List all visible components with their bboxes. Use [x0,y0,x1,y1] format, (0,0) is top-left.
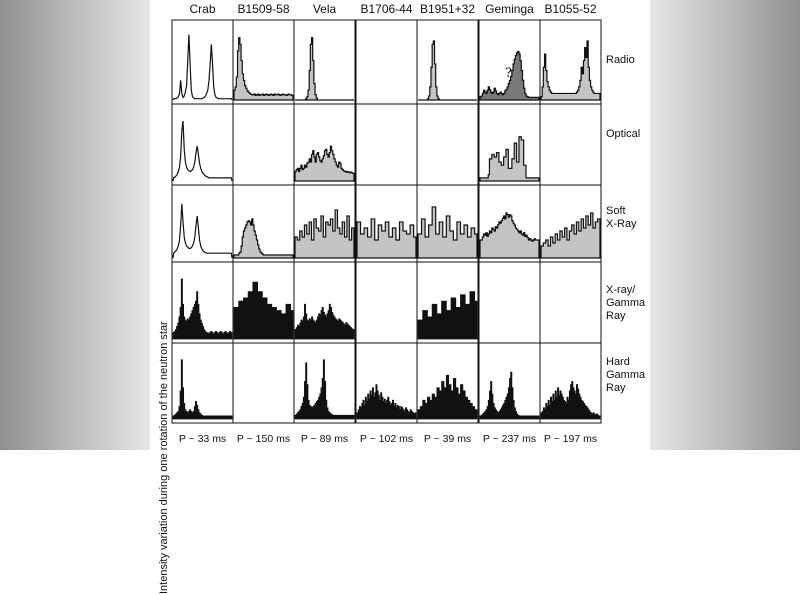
pulsar-profile-figure: Intensity variation during one rotation … [150,0,650,594]
row-label-line: X-Ray [606,218,637,230]
panel-3-3 [355,261,418,344]
row-label-line: Gamma [606,369,646,381]
period-label: P ~ 89 ms [300,433,349,445]
column-label-b1951-32: B1951+32 [419,2,476,16]
column-label-b1055-52: B1055-52 [544,2,597,16]
period-label: P ~ 197 ms [543,433,598,445]
panel-3-5 [478,261,541,344]
profile-hard-gamma-ray-crab [172,359,233,420]
panel-0-3 [355,19,418,105]
uncertain-mark: ? [505,66,512,81]
column-label-crab: Crab [189,2,216,16]
period-label: P ~ 39 ms [423,433,472,445]
row-label-line: Radio [606,54,635,66]
profile-hard-gamma-ray-b1706-44 [356,384,417,420]
profile-soft-x-ray-b1055-52 [540,212,601,259]
period-label: P ~ 102 ms [359,433,414,445]
row-label-line: Soft [606,205,626,217]
profile-radio-b1951-32 [418,40,477,101]
row-label-3: X-ray/Gamma Ray [606,284,645,323]
panel-1-6 [539,103,602,186]
row-label-line: Ray [606,310,626,322]
panel-0-4 [416,19,479,105]
period-label: P ~ 150 ms [236,433,291,445]
profile-hard-gamma-ray-b1055-52 [540,381,601,420]
profile-soft-x-ray-crab [172,203,233,259]
row-label-line: Optical [606,128,641,140]
profile-hard-gamma-ray-b1951-32 [417,374,478,420]
row-label-line: Gamma [606,297,646,309]
profile-grid: ? [171,19,602,424]
row-label-2: Soft X-Ray [606,205,637,231]
profile-hard-gamma-ray-geminga [479,371,540,420]
row-label-0: Radio [606,54,635,67]
column-label-b1509-58: B1509-58 [237,2,290,16]
left-background [0,0,150,450]
panel-1-1 [232,103,295,186]
panel-4-1 [232,342,295,424]
profile-x-ray-gamma-ray-vela [294,303,355,340]
column-label-b1706-44: B1706-44 [360,2,413,16]
row-label-1: Optical [606,128,640,141]
profile-radio-vela [295,37,354,101]
row-label-4: Hard Gamma Ray [606,356,645,395]
panel-0-2 [293,19,356,105]
profile-soft-x-ray-vela [294,209,355,259]
profile-optical-geminga [479,136,540,182]
profile-soft-x-ray-b1509-58 [233,218,294,259]
profile-radio-b1055-52 [540,40,601,101]
period-label: P ~ 237 ms [482,433,537,445]
profile-radio-crab [172,34,233,101]
profile-soft-x-ray-geminga [479,212,540,259]
profile-hard-gamma-ray-vela [294,359,355,420]
period-label: P ~ 33 ms [178,433,227,445]
panel-1-3 [355,103,418,186]
right-background [650,0,800,450]
profile-optical-crab [172,120,233,182]
column-label-vela: Vela [312,2,337,16]
row-label-line: X-ray/ [606,284,636,296]
profile-radio-geminga [479,50,540,101]
profile-x-ray-gamma-ray-b1509-58 [233,281,294,340]
panel-3-6 [539,261,602,344]
panel-1-4 [416,103,479,186]
profile-x-ray-gamma-ray-crab [172,278,233,340]
column-label-geminga: Geminga [485,2,534,16]
profile-optical-vela [294,145,355,182]
profile-radio-b1509-58 [233,37,294,101]
row-label-line: Ray [606,382,626,394]
row-label-line: Hard [606,356,630,368]
profile-soft-x-ray-b1951-32 [417,206,478,259]
profile-soft-x-ray-b1706-44 [356,218,417,259]
panel-0-0 [171,19,234,105]
profile-x-ray-gamma-ray-b1951-32 [417,291,478,340]
